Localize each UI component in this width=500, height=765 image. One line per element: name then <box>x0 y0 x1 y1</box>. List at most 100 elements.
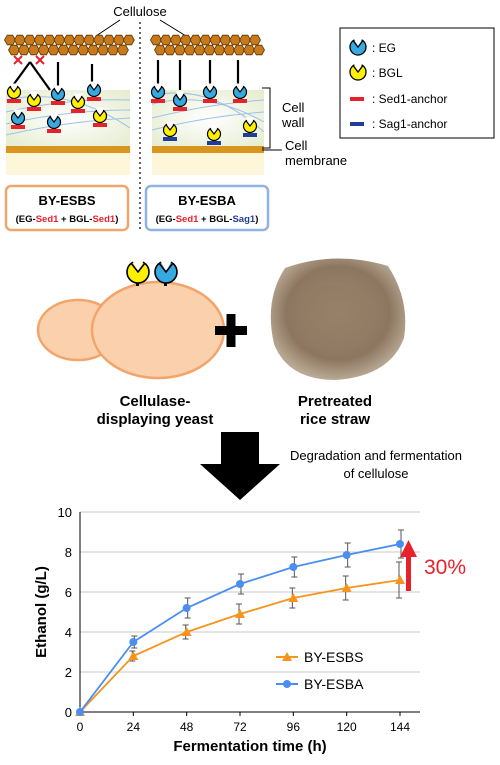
cellulose-hexagon <box>209 34 222 46</box>
x-tick-label: 144 <box>390 720 410 734</box>
straw-label: Pretreated rice straw <box>298 393 372 428</box>
cellulose-hexagon <box>154 44 166 56</box>
cellulose-hexagon <box>203 44 216 56</box>
cellulose-hexagon <box>8 44 20 56</box>
cellulose-hexagon <box>193 44 206 56</box>
y-tick-label: 10 <box>58 505 72 520</box>
cellulose-hexagon <box>87 44 100 56</box>
yeast-illustration <box>36 258 226 380</box>
anchor-bar <box>163 137 177 141</box>
increase-arrow <box>400 540 417 591</box>
legend-marker-esbs <box>282 652 292 661</box>
anchor-bar <box>51 101 65 105</box>
cellulose-hexagon <box>63 34 76 46</box>
process-label: Degradation and fermentation of cellulose <box>290 448 462 481</box>
strain-box-esbs: BY-ESBS (EG-Sed1 + BGL-Sed1) <box>4 184 130 232</box>
cellulose-hexagon <box>173 44 186 56</box>
cellulose-hexagon <box>103 34 115 46</box>
cellulose-hexagon <box>219 34 232 46</box>
eg-icon <box>172 91 188 108</box>
cellulose-hexagon <box>159 34 172 46</box>
eg-icon <box>86 81 102 98</box>
series-line <box>79 579 401 713</box>
glucan-fiber <box>5 99 131 113</box>
y-tick-label: 0 <box>65 705 72 720</box>
cellulose-hexagon <box>169 34 182 46</box>
series-by-esbs <box>75 561 405 716</box>
data-point <box>341 583 352 592</box>
strain-name-esbs: BY-ESBS <box>38 193 95 208</box>
anchor-bar <box>7 99 21 103</box>
cell-wall-schematic: Cellulose Cell wall Cell membrane <box>4 4 347 230</box>
cellulose-hexagon <box>77 44 90 56</box>
y-tick-label: 8 <box>65 545 72 560</box>
eg-icon <box>46 113 62 130</box>
sag1-anchor-icon <box>350 122 364 126</box>
cellulose-hexagon <box>37 44 50 56</box>
cellulose-hexagon <box>189 34 202 46</box>
cellulose-hexagon <box>67 44 80 56</box>
sed1-anchor-icon <box>350 97 364 101</box>
cellulose-hexagon <box>179 34 192 46</box>
cellulose-hexagon <box>122 34 135 46</box>
x-tick-label: 96 <box>287 720 301 734</box>
chart-gridlines <box>80 511 420 673</box>
anchor-bar <box>243 133 257 137</box>
cellulose-pointer <box>95 19 121 37</box>
chart-series <box>75 529 405 716</box>
cellulose-hexagon <box>33 34 46 46</box>
data-point <box>129 638 138 646</box>
glucan-fiber <box>151 99 265 119</box>
x-axis-title: Fermentation time (h) <box>173 738 326 755</box>
cellulose-hexagon <box>107 44 119 56</box>
strain-box-esba: BY-ESBA (EG-Sed1 + BGL-Sag1) <box>144 184 270 232</box>
cellulose-hexagon <box>43 34 56 46</box>
bgl-icon <box>242 117 258 134</box>
plus-sign <box>215 314 247 347</box>
anchor-bar <box>207 141 221 145</box>
cellulose-hexagon <box>253 44 265 56</box>
x-tick-label: 48 <box>180 720 194 734</box>
anchor-bar <box>93 123 107 127</box>
cellulose-hexagon <box>57 44 70 56</box>
eg-icon <box>232 83 248 100</box>
cellulose-hexagon <box>73 34 86 46</box>
cellulose-hexagon <box>27 44 40 56</box>
cellulose-hexagon <box>223 44 236 56</box>
bgl-icon <box>126 258 150 284</box>
x-tick-label: 24 <box>127 720 141 734</box>
cellulose-hexagon <box>47 44 60 56</box>
data-point <box>182 604 191 612</box>
data-point <box>181 627 192 636</box>
bgl-icon <box>206 125 222 142</box>
eg-icon <box>10 109 26 126</box>
anchor-bar <box>87 97 101 101</box>
cellulose-hexagon <box>150 34 162 46</box>
y-tick-label: 2 <box>65 665 72 680</box>
chart-legend: BY-ESBS BY-ESBA <box>276 649 364 692</box>
cellulose-hexagon <box>243 44 256 56</box>
cytoplasm-right <box>152 153 264 175</box>
cellulose-hexagon <box>239 34 252 46</box>
process-arrow <box>200 432 280 500</box>
data-point <box>76 708 84 716</box>
cellulose-hexagon <box>13 34 26 46</box>
legend-sed1: : Sed1-anchor <box>372 92 447 106</box>
data-point <box>235 609 245 618</box>
series-by-esba <box>76 529 404 716</box>
eg-icon <box>202 83 218 100</box>
anchor-bar <box>173 107 187 111</box>
strain-detail-esbs: (EG-Sed1 + BGL-Sed1) <box>16 214 119 225</box>
interaction-arrow <box>29 61 51 91</box>
bgl-icon <box>6 83 22 100</box>
eg-icon <box>154 258 178 284</box>
cytoplasm-left <box>6 153 130 175</box>
interaction-arrow <box>13 61 31 85</box>
cellulose-hexagon <box>163 44 176 56</box>
cellulose-label: Cellulose <box>113 4 166 19</box>
cellulose-hexagon <box>199 34 212 46</box>
eg-icon <box>50 85 66 102</box>
y-tick-labels: 0 2 4 6 8 10 <box>58 505 72 720</box>
cell-wall-bracket <box>262 87 271 149</box>
